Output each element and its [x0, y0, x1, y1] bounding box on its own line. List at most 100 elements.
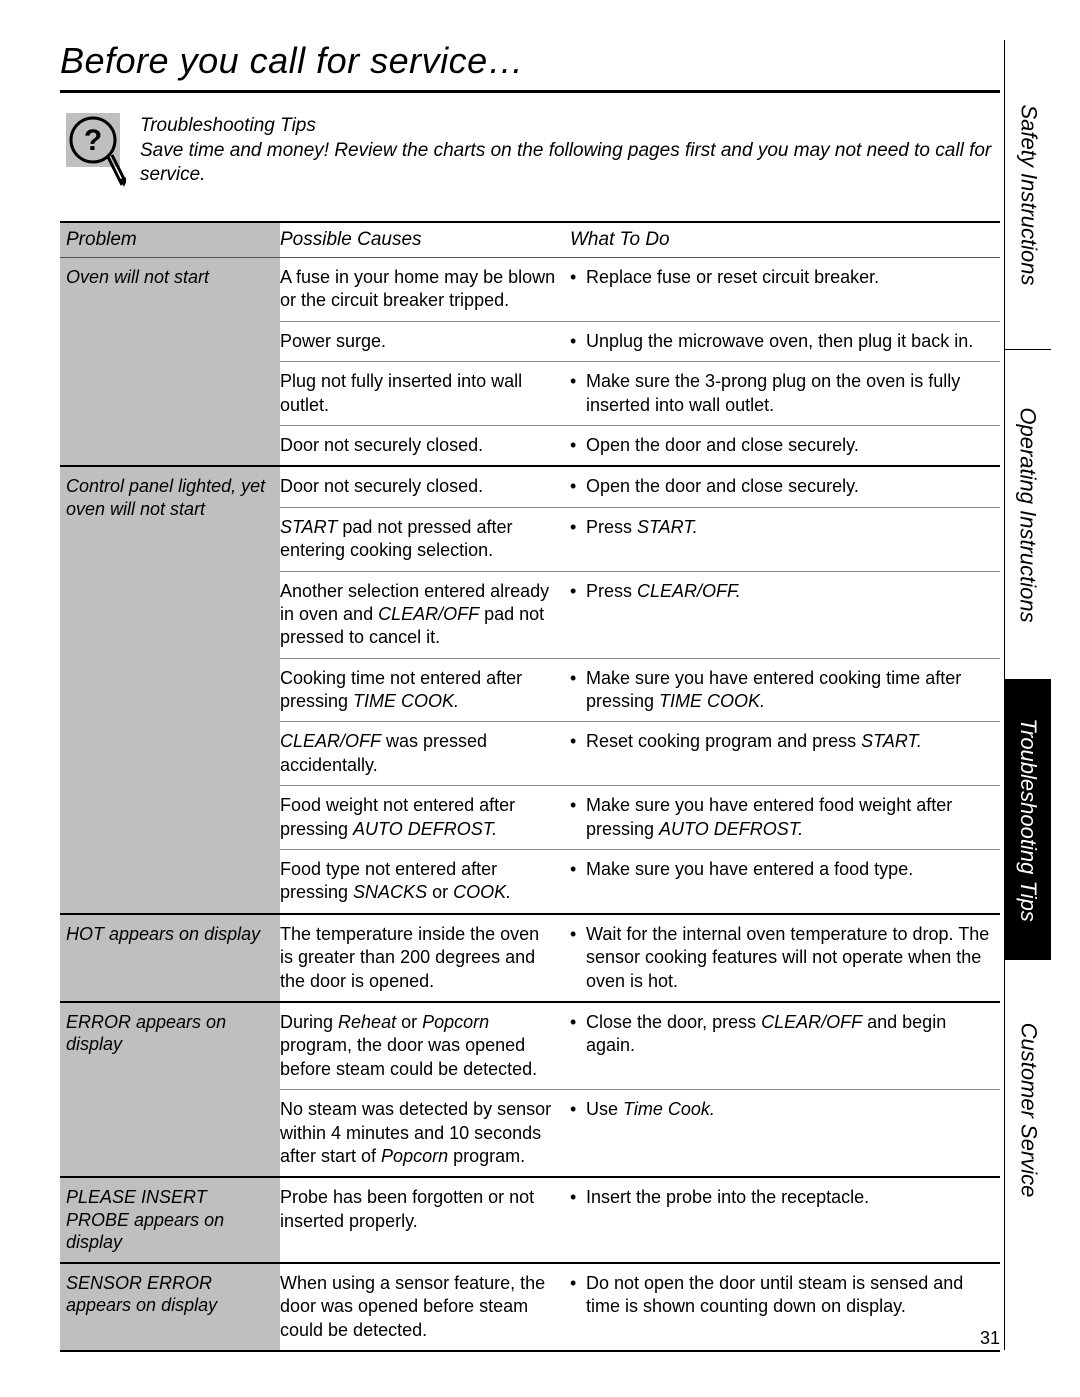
cause-cell: CLEAR/OFF was pressed accidentally.: [280, 730, 570, 777]
tips-body: Save time and money! Review the charts o…: [140, 139, 1000, 187]
page-title: Before you call for service…: [60, 40, 1000, 82]
todo-cell: •Insert the probe into the receptacle.: [570, 1186, 1000, 1233]
todo-text: Unplug the microwave oven, then plug it …: [586, 330, 1000, 353]
todo-cell: •Make sure you have entered cooking time…: [570, 667, 1000, 714]
tab-label: Customer Service: [1015, 1023, 1041, 1198]
table-row: When using a sensor feature, the door wa…: [280, 1264, 1000, 1350]
cause-cell: During Reheat or Popcorn program, the do…: [280, 1011, 570, 1081]
table-row: Probe has been forgotten or not inserted…: [280, 1178, 1000, 1241]
todo-text: Open the door and close securely.: [586, 434, 1000, 457]
todo-text: Press CLEAR/OFF.: [586, 580, 1000, 650]
rows-wrap: Probe has been forgotten or not inserted…: [280, 1178, 1000, 1262]
tab-operating[interactable]: Operating Instructions: [1005, 350, 1051, 680]
problem-label: HOT appears on display: [60, 915, 280, 1001]
bullet-icon: •: [570, 266, 586, 313]
tips-text: Troubleshooting Tips Save time and money…: [140, 113, 1000, 187]
table-row: Food type not entered after pressing SNA…: [280, 850, 1000, 913]
tab-label: Safety Instructions: [1015, 104, 1041, 285]
todo-text: Do not open the door until steam is sens…: [586, 1272, 1000, 1342]
problem-group: Oven will not startA fuse in your home m…: [60, 258, 1000, 467]
problem-group: PLEASE INSERT PROBE appears on displayPr…: [60, 1178, 1000, 1264]
problem-label: ERROR appears on display: [60, 1003, 280, 1176]
cause-cell: Plug not fully inserted into wall outlet…: [280, 370, 570, 417]
todo-text: Make sure you have entered cooking time …: [586, 667, 1000, 714]
todo-cell: •Close the door, press CLEAR/OFF and beg…: [570, 1011, 1000, 1081]
cause-cell: START pad not pressed after entering coo…: [280, 516, 570, 563]
rows-wrap: The temperature inside the oven is great…: [280, 915, 1000, 1001]
todo-text: Replace fuse or reset circuit breaker.: [586, 266, 1000, 313]
page-content: Before you call for service… ? Troublesh…: [60, 40, 1000, 1352]
table-row: CLEAR/OFF was pressed accidentally.•Rese…: [280, 722, 1000, 786]
rows-wrap: A fuse in your home may be blown or the …: [280, 258, 1000, 465]
problem-label: Oven will not start: [60, 258, 280, 465]
table-row: Plug not fully inserted into wall outlet…: [280, 362, 1000, 426]
bullet-icon: •: [570, 794, 586, 841]
todo-text: Open the door and close securely.: [586, 475, 1000, 498]
question-mark-icon: ?: [66, 113, 126, 193]
todo-cell: •Use Time Cook.: [570, 1098, 1000, 1168]
rows-wrap: When using a sensor feature, the door wa…: [280, 1264, 1000, 1350]
table-header-row: Problem Possible Causes What To Do: [60, 223, 1000, 258]
tab-safety[interactable]: Safety Instructions: [1005, 40, 1051, 350]
problem-label: PLEASE INSERT PROBE appears on display: [60, 1178, 280, 1262]
todo-cell: •Make sure the 3-prong plug on the oven …: [570, 370, 1000, 417]
bullet-icon: •: [570, 475, 586, 498]
todo-text: Press START.: [586, 516, 1000, 563]
rows-wrap: Door not securely closed.•Open the door …: [280, 467, 1000, 912]
problem-label: SENSOR ERROR appears on display: [60, 1264, 280, 1350]
problem-group: Control panel lighted, yet oven will not…: [60, 467, 1000, 914]
tab-label: Operating Instructions: [1015, 407, 1041, 622]
bullet-icon: •: [570, 330, 586, 353]
bullet-icon: •: [570, 923, 586, 993]
bullet-icon: •: [570, 516, 586, 563]
bullet-icon: •: [570, 580, 586, 650]
cause-cell: No steam was detected by sensor within 4…: [280, 1098, 570, 1168]
troubleshooting-table: Problem Possible Causes What To Do Oven …: [60, 221, 1000, 1352]
bullet-icon: •: [570, 1011, 586, 1081]
bullet-icon: •: [570, 858, 586, 905]
table-row: Food weight not entered after pressing A…: [280, 786, 1000, 850]
bullet-icon: •: [570, 730, 586, 777]
cause-cell: Probe has been forgotten or not inserted…: [280, 1186, 570, 1233]
problem-label: Control panel lighted, yet oven will not…: [60, 467, 280, 912]
table-row: Door not securely closed.•Open the door …: [280, 467, 1000, 507]
bullet-icon: •: [570, 370, 586, 417]
table-row: Another selection entered already in ove…: [280, 572, 1000, 659]
todo-cell: •Open the door and close securely.: [570, 434, 1000, 457]
cause-cell: Food type not entered after pressing SNA…: [280, 858, 570, 905]
tab-troubleshooting[interactable]: Troubleshooting Tips: [1005, 680, 1051, 960]
todo-cell: •Unplug the microwave oven, then plug it…: [570, 330, 1000, 353]
bullet-icon: •: [570, 1098, 586, 1168]
todo-text: Close the door, press CLEAR/OFF and begi…: [586, 1011, 1000, 1081]
page-number: 31: [980, 1328, 1000, 1349]
cause-cell: Food weight not entered after pressing A…: [280, 794, 570, 841]
tab-customer-service[interactable]: Customer Service: [1005, 960, 1051, 1260]
todo-text: Make sure you have entered food weight a…: [586, 794, 1000, 841]
table-row: START pad not pressed after entering coo…: [280, 508, 1000, 572]
cause-cell: Cooking time not entered after pressing …: [280, 667, 570, 714]
todo-cell: •Open the door and close securely.: [570, 475, 1000, 498]
cause-cell: A fuse in your home may be blown or the …: [280, 266, 570, 313]
cause-cell: Power surge.: [280, 330, 570, 353]
tips-block: ? Troubleshooting Tips Save time and mon…: [66, 113, 1000, 193]
cause-cell: Another selection entered already in ove…: [280, 580, 570, 650]
problem-group: HOT appears on displayThe temperature in…: [60, 915, 1000, 1003]
todo-cell: •Wait for the internal oven temperature …: [570, 923, 1000, 993]
table-row: Power surge.•Unplug the microwave oven, …: [280, 322, 1000, 362]
table-row: The temperature inside the oven is great…: [280, 915, 1000, 1001]
todo-text: Make sure you have entered a food type.: [586, 858, 1000, 905]
todo-cell: •Press START.: [570, 516, 1000, 563]
table-body: Oven will not startA fuse in your home m…: [60, 258, 1000, 1352]
todo-cell: •Make sure you have entered food weight …: [570, 794, 1000, 841]
bullet-icon: •: [570, 667, 586, 714]
todo-text: Use Time Cook.: [586, 1098, 1000, 1168]
title-rule: [60, 90, 1000, 93]
svg-text:?: ?: [84, 124, 102, 157]
side-tabs: Safety Instructions Operating Instructio…: [1004, 40, 1050, 1350]
cause-cell: Door not securely closed.: [280, 475, 570, 498]
col-header-cause: Possible Causes: [280, 223, 570, 257]
cause-cell: Door not securely closed.: [280, 434, 570, 457]
table-row: During Reheat or Popcorn program, the do…: [280, 1003, 1000, 1090]
rows-wrap: During Reheat or Popcorn program, the do…: [280, 1003, 1000, 1176]
todo-cell: •Do not open the door until steam is sen…: [570, 1272, 1000, 1342]
